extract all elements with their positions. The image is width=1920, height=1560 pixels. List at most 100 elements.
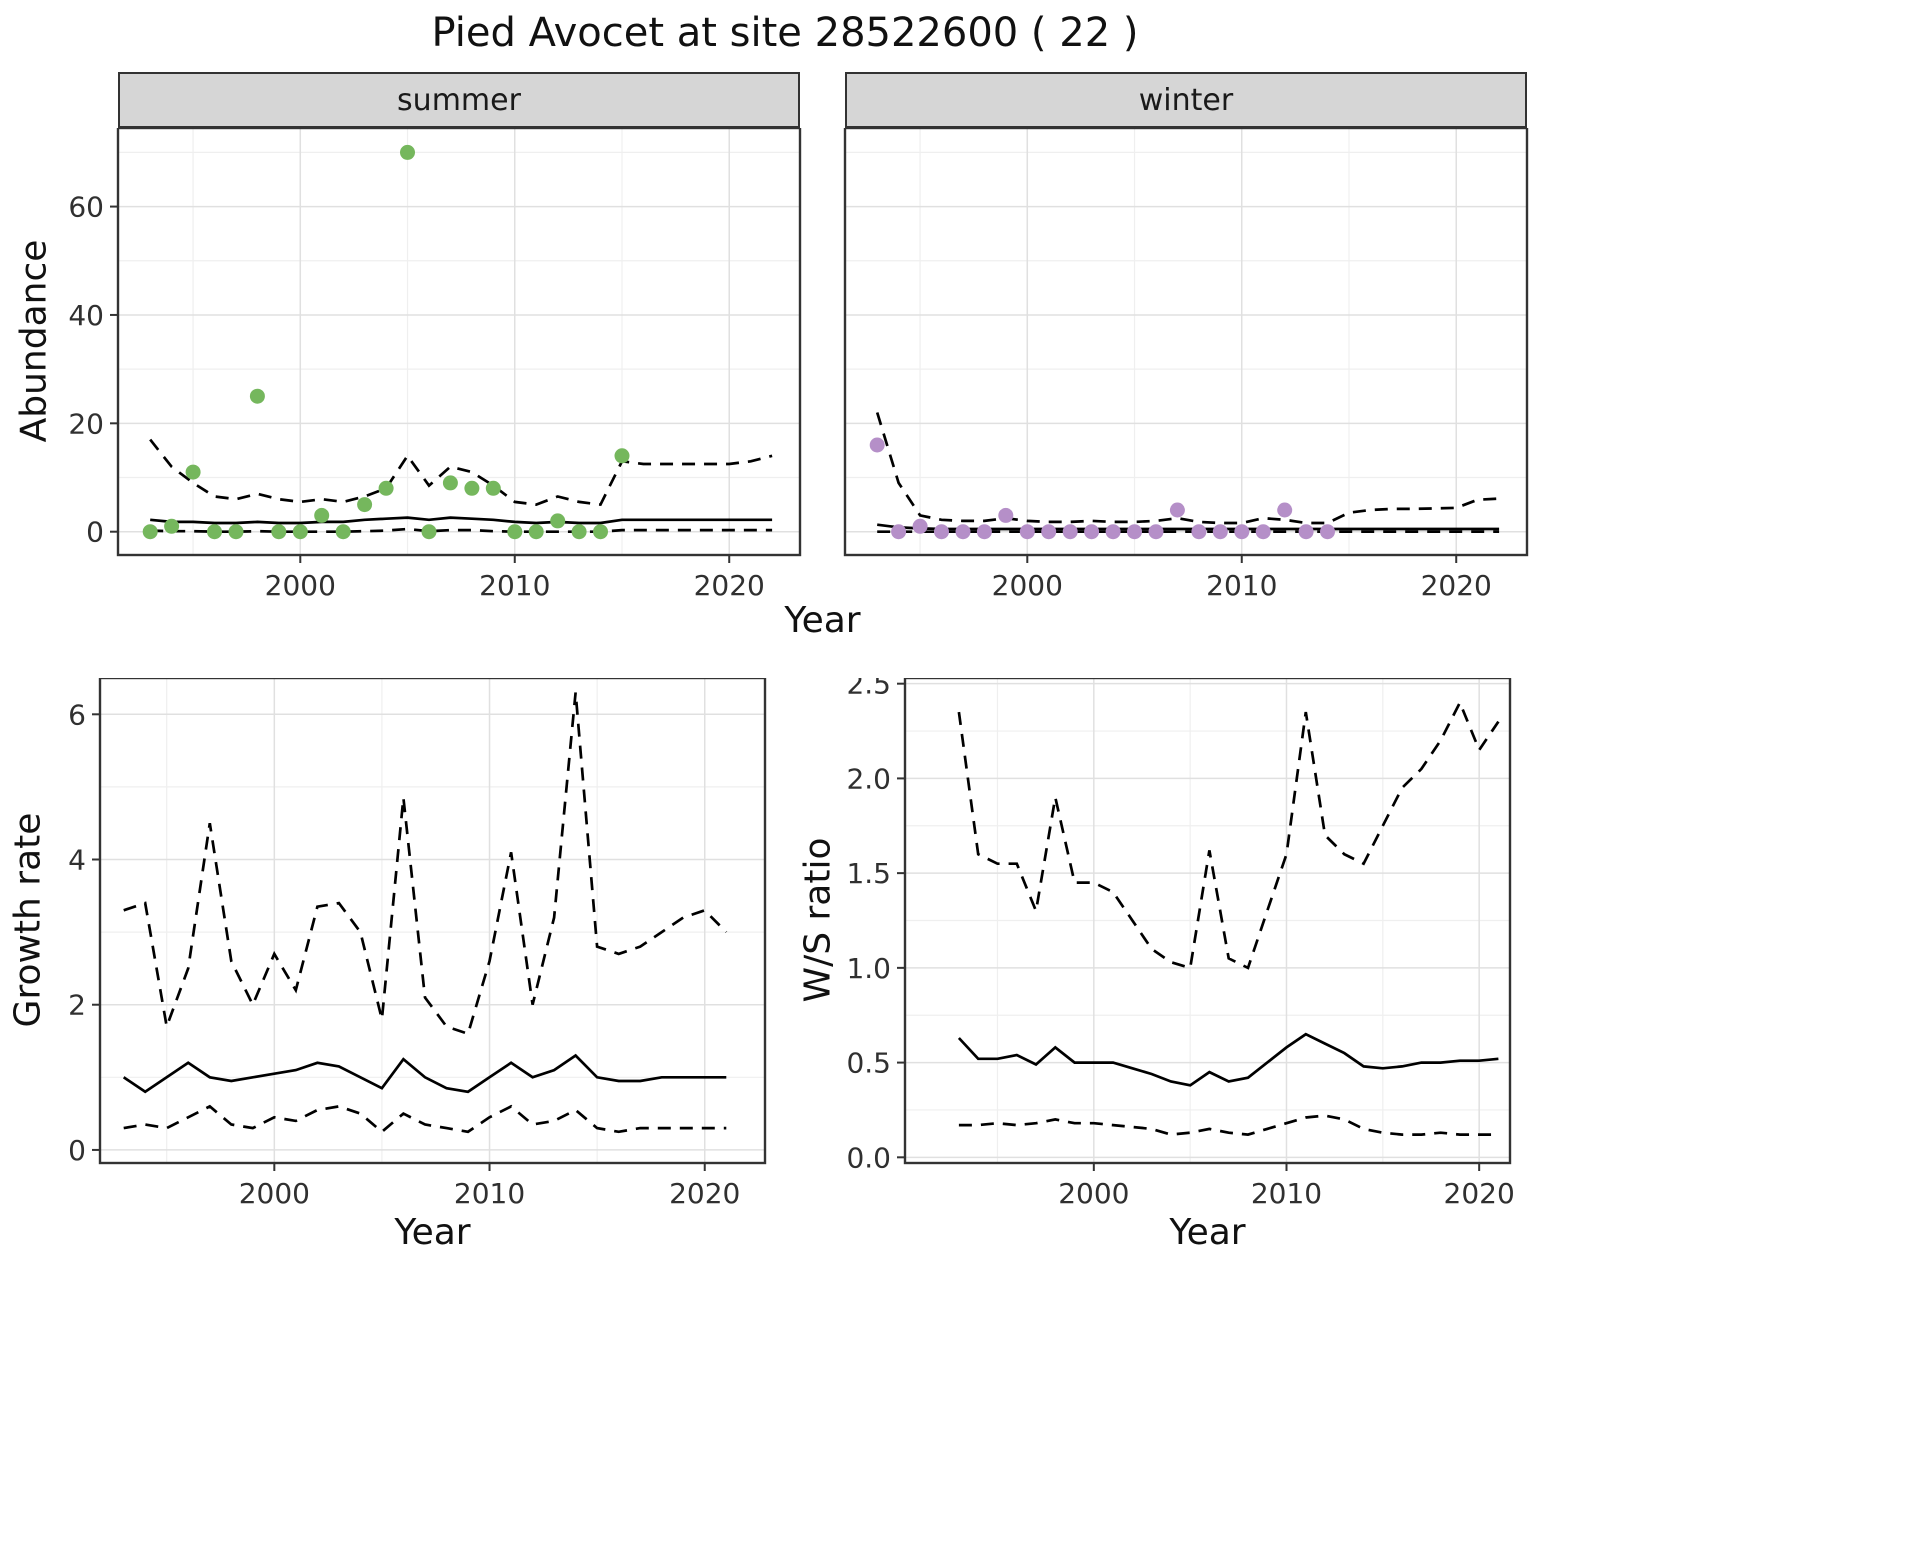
y-tick-label: 40: [68, 299, 104, 332]
abundance-summer-upper-ci-line: [149, 438, 773, 507]
data-point: [228, 524, 244, 540]
data-point: [1019, 524, 1035, 540]
data-point: [891, 524, 907, 540]
facet-strip-summer-label: summer: [397, 82, 521, 118]
data-point: [378, 480, 394, 496]
growth-rate-fit-line: [122, 1053, 727, 1094]
x-tick-label: 2000: [992, 569, 1063, 602]
x-tick-label: 2000: [1058, 1177, 1129, 1210]
chart-winter: 2000 2010 2020: [835, 126, 1539, 622]
data-point: [485, 480, 501, 496]
data-point: [955, 524, 971, 540]
data-point: [1234, 524, 1250, 540]
growth-rate-plot: 2000 2010 2020 0 2 4 6: [68, 676, 767, 1210]
facet-strip-winter-label: winter: [1138, 82, 1234, 118]
abundance-summer-plot: 2000 2010 2020 0 20 40 60: [68, 126, 802, 602]
x-tick-label: 2010: [1206, 569, 1277, 602]
panel-border: [903, 676, 1512, 1165]
panel-border: [116, 126, 802, 557]
facet-strip-winter: winter: [845, 72, 1527, 128]
y-tick-label: 2.0: [846, 762, 891, 795]
abundance-summer-lower-ci-line: [150, 527, 773, 534]
data-point: [400, 144, 415, 160]
data-point: [1191, 524, 1207, 540]
data-point: [1041, 524, 1057, 540]
major-gridlines: [100, 678, 765, 1163]
data-point: [421, 524, 437, 540]
data-point: [1148, 524, 1164, 540]
data-point: [185, 464, 201, 480]
data-point: [1277, 502, 1293, 518]
y-tick-label: 4: [68, 844, 86, 877]
data-point: [314, 507, 330, 523]
y-tick-labels: 0 20 40 60: [68, 191, 104, 549]
data-point: [998, 507, 1014, 523]
data-point: [614, 448, 630, 464]
data-point: [271, 524, 287, 540]
abundance-winter-plot: 2000 2010 2020: [843, 126, 1529, 602]
data-point: [1062, 524, 1078, 540]
x-tick-label: 2010: [1251, 1177, 1322, 1210]
y-tick-label: 0.0: [846, 1141, 891, 1174]
data-point: [1105, 524, 1121, 540]
data-point: [292, 524, 308, 540]
y-tick-label: 2: [68, 989, 86, 1022]
y-tick-label: 6: [68, 698, 86, 731]
abundance-summer-points: [142, 144, 630, 540]
y-tick-label: 0: [68, 1134, 86, 1167]
axis-ticks: [1026, 555, 1458, 563]
panel-background: [100, 678, 765, 1163]
abundance-winter-upper-ci-line: [875, 412, 1500, 525]
x-tick-label: 2020: [1444, 1177, 1515, 1210]
panel-border: [843, 126, 1529, 557]
y-tick-label: 1.5: [846, 857, 891, 890]
chart-summer: 2000 2010 2020 0 20 40 60: [48, 126, 812, 622]
panel-background: [845, 128, 1527, 555]
data-point: [335, 524, 351, 540]
axis-ticks: [897, 682, 1481, 1171]
y-tick-label: 20: [68, 407, 104, 440]
ws-ratio-lower-ci-line: [958, 1114, 1499, 1136]
y-tick-label: 0.5: [846, 1047, 891, 1080]
data-point: [249, 388, 265, 404]
x-tick-label: 2000: [239, 1177, 310, 1210]
growth-rate-lower-ci-line: [123, 1104, 727, 1134]
data-point: [507, 524, 523, 540]
data-point: [464, 480, 480, 496]
growth-rate-upper-ci-line: [123, 692, 728, 1036]
data-point: [1169, 502, 1185, 518]
panel-background: [118, 128, 800, 555]
data-point: [357, 497, 373, 513]
data-point: [1212, 524, 1228, 540]
chart-growth: 2000 2010 2020 0 2 4 6: [30, 676, 777, 1217]
x-tick-labels: 2000 2010 2020: [992, 569, 1492, 602]
data-point: [571, 524, 587, 540]
abundance-winter-points: [869, 437, 1335, 540]
minor-gridlines: [118, 128, 800, 555]
minor-gridlines: [905, 678, 1510, 1163]
major-gridlines: [905, 678, 1510, 1163]
x-tick-label: 2020: [1421, 569, 1492, 602]
figure-title: Pied Avocet at site 28522600 ( 22 ): [431, 10, 1139, 56]
data-point: [142, 524, 158, 540]
data-point: [550, 513, 566, 529]
top-year-axis-title: Year: [784, 600, 861, 641]
data-point: [593, 524, 608, 540]
ws-ratio-axis-title: W/S ratio: [797, 837, 839, 1003]
minor-gridlines: [845, 128, 1527, 555]
data-point: [164, 518, 180, 534]
x-tick-labels: 2000 2010 2020: [239, 1177, 741, 1210]
y-tick-label: 1.0: [846, 952, 891, 985]
ws-year-axis-title: Year: [1169, 1212, 1246, 1253]
data-point: [1298, 524, 1314, 540]
x-tick-label: 2020: [669, 1177, 740, 1210]
panel-border: [98, 676, 767, 1165]
ws-ratio-upper-ci-line: [957, 699, 1500, 970]
data-point: [912, 518, 928, 534]
abundance-summer-fit-line: [150, 516, 773, 525]
data-point: [1127, 524, 1142, 540]
data-point: [207, 524, 222, 540]
y-tick-labels: 0.0 0.5 1.0 1.5 2.0 2.5: [846, 668, 891, 1175]
x-tick-labels: 2000 2010 2020: [1058, 1177, 1515, 1210]
axis-ticks: [110, 205, 731, 563]
